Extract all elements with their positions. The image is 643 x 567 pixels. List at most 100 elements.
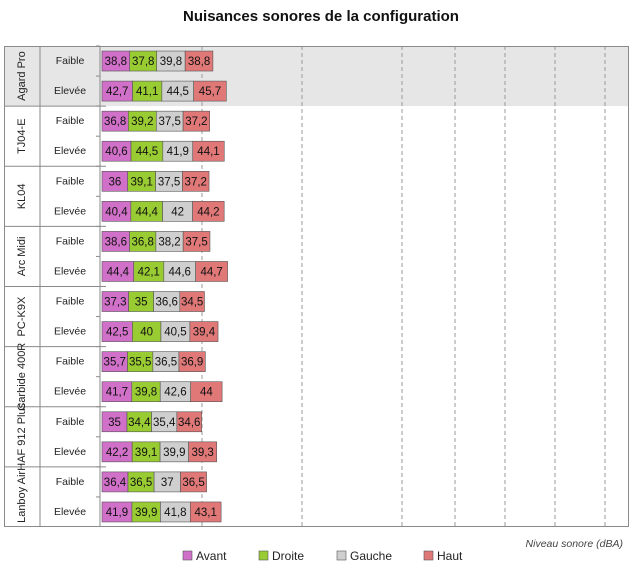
data-label: 36,8 bbox=[104, 116, 126, 128]
category-label: Faible bbox=[56, 115, 85, 127]
data-label: 36,5 bbox=[155, 357, 177, 369]
data-label: 39,9 bbox=[163, 447, 185, 459]
category-label: Faible bbox=[56, 235, 85, 247]
data-label: 35,7 bbox=[104, 357, 126, 369]
category-label: Faible bbox=[56, 55, 85, 67]
category-label: Elevée bbox=[54, 205, 86, 217]
x-axis-label: Niveau sonore (dBA) bbox=[526, 538, 623, 550]
bar-haut bbox=[189, 321, 219, 342]
data-label: 39,8 bbox=[160, 56, 182, 68]
data-label: 41,1 bbox=[136, 86, 158, 98]
bar-haut bbox=[193, 80, 227, 102]
data-label: 44,7 bbox=[200, 266, 222, 278]
bar-haut bbox=[182, 110, 210, 132]
data-label: 39,4 bbox=[193, 327, 216, 339]
legend-label: Haut bbox=[437, 549, 463, 563]
data-label: 34,4 bbox=[128, 417, 151, 429]
category-label: Faible bbox=[56, 476, 85, 488]
data-label: 45,7 bbox=[199, 86, 221, 98]
legend-label: Gauche bbox=[350, 549, 392, 563]
data-label: 42,1 bbox=[138, 266, 160, 278]
data-label: 39,2 bbox=[131, 116, 153, 128]
data-label: 36,6 bbox=[156, 297, 178, 309]
data-label: 36,9 bbox=[181, 357, 203, 369]
data-label: 44,5 bbox=[167, 86, 189, 98]
bar-haut bbox=[190, 381, 223, 403]
data-label: 38,2 bbox=[158, 236, 180, 248]
data-label: 37,5 bbox=[185, 236, 207, 248]
data-label: 40,6 bbox=[105, 146, 127, 158]
bar-haut bbox=[192, 201, 225, 222]
data-label: 43,1 bbox=[195, 507, 217, 519]
data-label: 37,2 bbox=[185, 116, 207, 128]
category-label: Elevée bbox=[54, 265, 86, 277]
data-label: 38,8 bbox=[188, 56, 210, 68]
data-label: 37,8 bbox=[132, 56, 154, 68]
data-label: 36,4 bbox=[104, 477, 127, 489]
data-label: 44,5 bbox=[136, 146, 158, 158]
group-label: Lanboy Air bbox=[16, 471, 28, 523]
category-label: Faible bbox=[56, 296, 85, 308]
bar-haut bbox=[192, 140, 225, 162]
data-label: 34,6 bbox=[178, 417, 200, 429]
data-label: 38,6 bbox=[105, 236, 127, 248]
data-label: 42 bbox=[171, 206, 184, 218]
category-label: Elevée bbox=[54, 145, 86, 157]
category-label: Elevée bbox=[54, 506, 86, 518]
bar-haut bbox=[190, 501, 222, 523]
data-label: 40,5 bbox=[164, 327, 186, 339]
bar-haut bbox=[188, 441, 217, 463]
bar-haut bbox=[182, 170, 210, 192]
data-label: 41,8 bbox=[164, 507, 186, 519]
data-label: 42,7 bbox=[106, 86, 128, 98]
data-label: 39,1 bbox=[135, 447, 157, 459]
category-label: Elevée bbox=[54, 326, 86, 338]
data-label: 44,6 bbox=[169, 266, 191, 278]
data-label: 37 bbox=[161, 477, 174, 489]
legend-swatch-gauche bbox=[336, 550, 347, 561]
data-label: 41,9 bbox=[167, 146, 189, 158]
bar-haut bbox=[182, 231, 211, 252]
data-label: 39,1 bbox=[130, 176, 152, 188]
data-label: 35,5 bbox=[129, 357, 151, 369]
data-label: 42,2 bbox=[106, 447, 128, 459]
group-label: KL04 bbox=[16, 183, 28, 209]
legend-swatch-haut bbox=[423, 550, 434, 561]
data-label: 36,5 bbox=[182, 477, 204, 489]
category-label: Elevée bbox=[54, 446, 86, 458]
data-label: 41,7 bbox=[106, 387, 128, 399]
data-label: 37,5 bbox=[158, 176, 180, 188]
data-label: 36,5 bbox=[130, 477, 152, 489]
data-label: 35 bbox=[108, 417, 121, 429]
data-label: 40,4 bbox=[105, 206, 128, 218]
data-label: 37,5 bbox=[159, 116, 181, 128]
group-label: HAF 912 Plus bbox=[16, 402, 28, 470]
data-label: 36,8 bbox=[132, 236, 154, 248]
data-label: 44 bbox=[200, 387, 213, 399]
data-label: 34,5 bbox=[181, 297, 203, 309]
data-label: 44,2 bbox=[197, 206, 219, 218]
chart-title: Nuisances sonores de la configuration bbox=[183, 8, 459, 25]
data-label: 44,1 bbox=[197, 146, 219, 158]
category-label: Faible bbox=[56, 356, 85, 368]
bar-haut bbox=[184, 50, 214, 72]
data-label: 37,3 bbox=[104, 297, 126, 309]
category-label: Elevée bbox=[54, 85, 86, 97]
group-label: TJ04-E bbox=[16, 118, 28, 153]
data-label: 35 bbox=[135, 297, 148, 309]
bar-haut bbox=[195, 261, 228, 282]
category-label: Elevée bbox=[54, 386, 86, 398]
group-label: Agard Pro bbox=[16, 51, 28, 101]
data-label: 40 bbox=[140, 327, 153, 339]
data-label: 44,4 bbox=[136, 206, 159, 218]
data-label: 41,9 bbox=[106, 507, 128, 519]
legend-swatch-avant bbox=[182, 550, 193, 561]
data-label: 42,6 bbox=[164, 387, 186, 399]
category-label: Faible bbox=[56, 175, 85, 187]
data-label: 37,2 bbox=[185, 176, 207, 188]
bar-haut bbox=[178, 351, 206, 372]
data-label: 36 bbox=[108, 176, 121, 188]
group-label: PC-K9X bbox=[16, 296, 28, 336]
legend: Avant Droite Gauche Haut bbox=[182, 549, 463, 563]
